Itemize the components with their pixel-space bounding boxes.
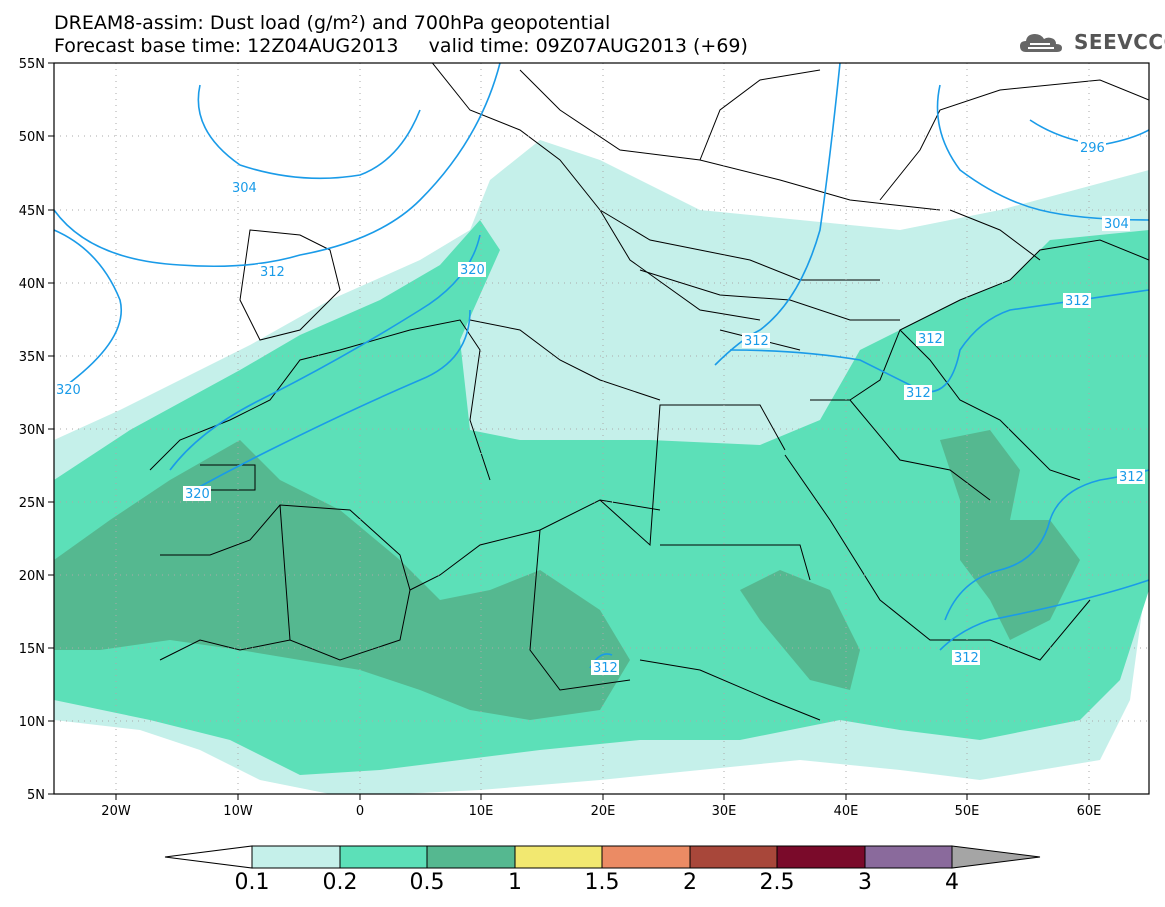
contour-label: 320: [56, 383, 81, 398]
lon-labels: 20W 10W 0 10E 20E 30E 40E 50E 60E: [101, 804, 1101, 819]
lat-label: 15N: [19, 642, 45, 657]
colorbar-swatch: [776, 845, 866, 869]
colorbar-tick-label: 0.2: [322, 870, 358, 895]
dust-band-0.5-arabia: [940, 430, 1080, 640]
lon-label: 10W: [223, 804, 253, 819]
colorbar-tick-label: 2: [683, 870, 697, 895]
lat-label: 40N: [19, 277, 45, 292]
lat-label: 50N: [19, 130, 45, 145]
country-borders: [149, 63, 1149, 721]
colorbar-swatch: [339, 845, 428, 869]
colorbar-tick-label: 2.5: [759, 870, 795, 895]
colorbar-tick-label: 1.5: [584, 870, 620, 895]
lat-label: 45N: [19, 204, 45, 219]
colorbar-above-arrow: [951, 845, 1041, 869]
contour-label: 320: [460, 263, 485, 278]
map-title-line1: DREAM8-assim: Dust load (g/m²) and 700hP…: [54, 12, 611, 34]
lon-label: 10E: [469, 804, 494, 819]
colorbar-tick-label: 3: [858, 870, 872, 895]
colorbar-swatch: [251, 845, 341, 869]
colorbar-tick-label: 0.5: [409, 870, 445, 895]
colorbar-swatch: [864, 845, 953, 869]
colorbar-tick-label: 1: [508, 870, 522, 895]
contour-label: 312: [954, 651, 979, 666]
colorbar-swatch: [514, 845, 603, 869]
lon-label: 60E: [1077, 804, 1102, 819]
graticule: [54, 63, 1149, 794]
lat-label: 25N: [19, 496, 45, 511]
contour-label: 320: [185, 487, 210, 502]
colorbar-swatch: [601, 845, 691, 869]
contour-label: 304: [232, 181, 257, 196]
lon-label: 20W: [101, 804, 131, 819]
contour-label: 312: [1119, 470, 1144, 485]
lat-label: 5N: [27, 788, 45, 803]
colorbar-swatch: [689, 845, 778, 869]
lon-label: 20E: [591, 804, 616, 819]
dust-band-0.5-east: [740, 570, 860, 690]
lon-label: 30E: [712, 804, 737, 819]
colorbar-tick-label: 4: [945, 870, 959, 895]
axis-ticks: [48, 62, 1090, 800]
colorbar: [164, 845, 1041, 869]
contour-label: 312: [918, 332, 943, 347]
lat-label: 20N: [19, 569, 45, 584]
lon-label: 40E: [834, 804, 859, 819]
logo-text: SEEVCCC: [1074, 30, 1165, 54]
contour-label: 312: [260, 265, 285, 280]
contour-label: 296: [1080, 141, 1105, 156]
lat-labels: 55N 50N 45N 40N 35N 30N 25N 20N 15N 10N …: [19, 57, 45, 803]
lat-label: 10N: [19, 715, 45, 730]
map-title-line2: Forecast base time: 12Z04AUG2013 valid t…: [54, 35, 748, 57]
lon-label: 50E: [955, 804, 980, 819]
contour-label: 304: [1104, 217, 1129, 232]
colorbar-tick-label: 0.1: [234, 870, 270, 895]
colorbar-below-arrow: [164, 845, 253, 869]
lat-label: 55N: [19, 57, 45, 72]
contour-label: 312: [906, 386, 931, 401]
lon-label: 0: [356, 804, 364, 819]
lat-label: 35N: [19, 350, 45, 365]
lat-label: 30N: [19, 423, 45, 438]
colorbar-swatch: [426, 845, 516, 869]
seevccc-logo: SEEVCCC: [1018, 28, 1165, 58]
contour-label: 312: [744, 334, 769, 349]
contour-label: 312: [593, 661, 618, 676]
contour-label-group: 304 312 320 320 320 312 312 312 312 312 …: [54, 140, 1145, 676]
dust-band-0.5: [54, 440, 630, 720]
cloud-logo-icon: [1020, 34, 1062, 52]
contour-label: 312: [1065, 294, 1090, 309]
